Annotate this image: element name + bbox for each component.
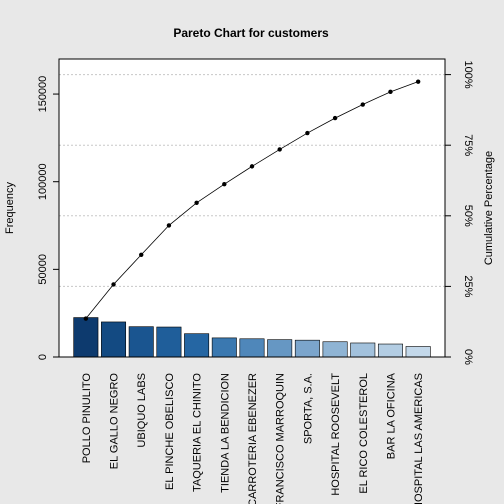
bar-8	[294, 339, 320, 358]
y-axis-label: Frequency	[4, 182, 16, 234]
bar-1	[101, 321, 127, 358]
bar-12	[405, 346, 431, 358]
bar-11	[377, 343, 403, 358]
cumulative-point-6	[249, 164, 255, 169]
bar-7	[267, 339, 293, 358]
cumulative-point-1	[111, 282, 116, 287]
bar-3	[156, 326, 182, 358]
y-tick-label-3: 150000	[37, 76, 49, 113]
plot-area	[59, 59, 445, 357]
cumulative-point-9	[332, 115, 338, 121]
cumulative-point-5	[222, 181, 227, 187]
category-label-7: FRANCISCO MARROQUIN	[275, 373, 287, 504]
category-label-9: HOSPITAL ROOSEVELT	[330, 373, 342, 496]
bar-9	[322, 341, 348, 358]
cumulative-point-3	[166, 223, 172, 228]
cumulative-point-4	[194, 200, 199, 206]
right-tick-label-3: 75%	[462, 134, 474, 156]
cumulative-point-10	[360, 102, 365, 107]
cumulative-line	[83, 79, 421, 321]
bars	[73, 317, 431, 358]
category-label-8: SPORTA, S.A.	[302, 373, 314, 444]
bar-6	[239, 338, 265, 358]
cumulative-point-12	[415, 79, 421, 84]
category-label-6: CARROTERIA EBENEZER	[247, 373, 259, 504]
cumulative-point-0	[83, 316, 89, 321]
plot-border	[58, 58, 446, 358]
y-tick-label-1: 50000	[37, 254, 49, 285]
y-axis-label-right: Cumulative Percentage	[483, 151, 495, 265]
category-label-4: TAQUERIA EL CHINITO	[192, 373, 204, 492]
category-label-11: BAR LA OFICINA	[385, 372, 397, 459]
right-tick-label-0: 0%	[462, 349, 474, 365]
right-axis: 0% 25% 50% 75% 100%	[445, 61, 474, 365]
cumulative-point-7	[277, 147, 282, 152]
chart-title: Pareto Chart for customers	[173, 26, 329, 40]
category-label-10: EL RICO COLESTEROL	[358, 373, 370, 494]
right-tick-label-2: 50%	[462, 205, 474, 227]
bar-10	[350, 342, 376, 358]
category-label-1: EL GALLO NEGRO	[109, 373, 121, 470]
category-label-0: POLLO PINULITO	[81, 373, 93, 464]
bar-0	[73, 317, 99, 358]
category-label-5: TIENDA LA BENDICION	[219, 373, 231, 493]
bar-5	[211, 337, 237, 358]
category-labels: POLLO PINULITO EL GALLO NEGRO UBIQUO LABS E…	[81, 372, 425, 504]
category-label-12: HOSPITAL LAS AMERICAS	[413, 373, 425, 504]
category-label-2: UBIQUO LABS	[136, 373, 148, 448]
right-tick-label-4: 100%	[462, 61, 474, 89]
y-tick-label-0: 0	[37, 354, 49, 360]
left-axis: 0 50000 100000 150000	[37, 76, 59, 360]
cumulative-point-2	[139, 252, 144, 257]
cumulative-point-11	[388, 89, 393, 95]
cumulative-point-8	[305, 130, 310, 136]
y-tick-label-2: 100000	[37, 163, 49, 200]
bar-4	[184, 333, 210, 358]
bar-2	[128, 326, 154, 358]
right-tick-label-1: 25%	[462, 275, 474, 297]
category-label-3: EL PINCHE OBELISCO	[164, 373, 176, 490]
